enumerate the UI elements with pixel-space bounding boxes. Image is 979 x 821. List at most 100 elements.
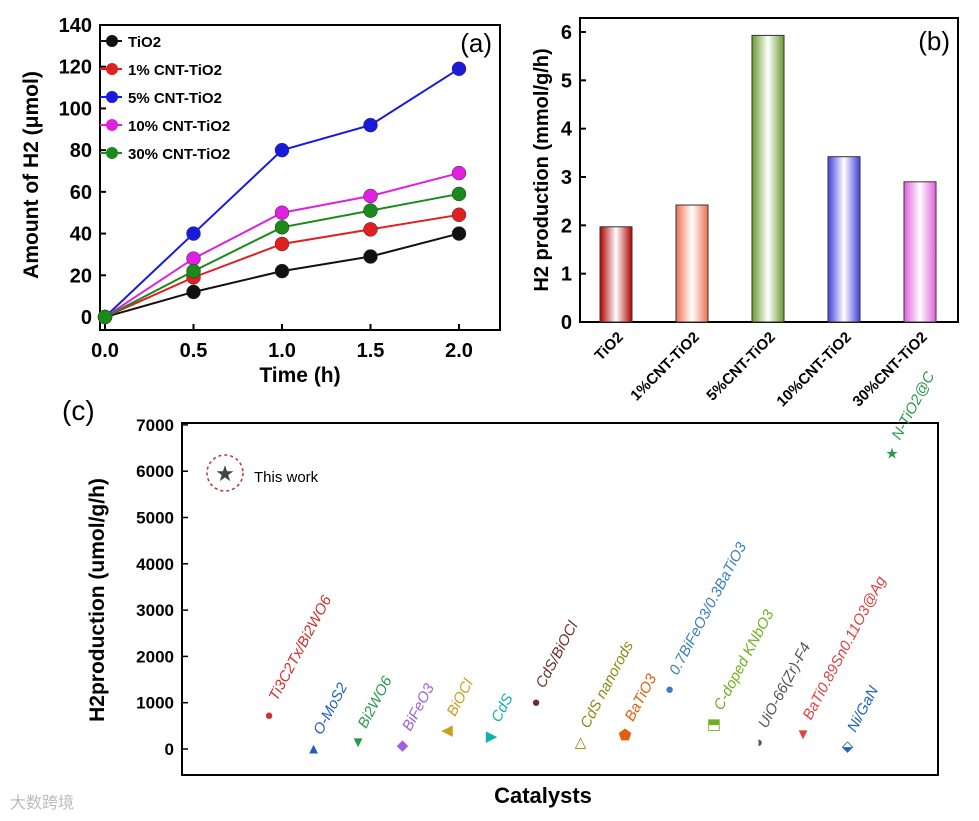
ytick-label-a: 60 xyxy=(70,182,92,204)
data-point xyxy=(274,220,290,235)
ytick-label-c: 7000 xyxy=(136,416,174,435)
legend-label: 1% CNT-TiO2 xyxy=(128,62,222,79)
x-tick-label-b: 10%CNT-TiO2 xyxy=(773,329,854,410)
ytick-label-b: 4 xyxy=(561,119,573,141)
x-tick-label-b: 5%CNT-TiO2 xyxy=(703,329,778,404)
marker-triangle-up: ▲ xyxy=(306,741,321,758)
ytick-label-c: 2000 xyxy=(136,647,174,666)
marker-circle: ● xyxy=(665,681,674,698)
data-point xyxy=(451,186,467,202)
data-point xyxy=(451,61,467,77)
legend-marker xyxy=(106,63,118,75)
y-axis-title-a: Amount of H2 (μmol) xyxy=(20,71,43,279)
xtick-label-a: 1.0 xyxy=(268,340,296,362)
data-point xyxy=(186,251,201,266)
ytick-label-a: 80 xyxy=(70,140,92,162)
marker-pentagon: ⬟ xyxy=(618,727,631,744)
bar xyxy=(599,226,633,323)
catalyst-label: Bi2WO6 xyxy=(355,673,397,731)
data-point xyxy=(451,226,467,241)
catalyst-label: BiOCl xyxy=(444,676,478,719)
data-point xyxy=(274,142,290,158)
marker-circle: ● xyxy=(531,694,540,711)
marker-square-half: ⬒ xyxy=(707,716,721,733)
ytick-label-a: 120 xyxy=(59,57,92,79)
marker-triangle-right: ▶ xyxy=(486,728,498,745)
xtick-label-a: 1.5 xyxy=(357,340,385,362)
bar xyxy=(903,181,937,323)
ytick-label-c: 3000 xyxy=(136,601,174,620)
legend-marker xyxy=(106,91,118,103)
y-axis-title-c: H2production (umol/g/h) xyxy=(86,478,109,722)
data-point xyxy=(274,205,290,220)
data-point xyxy=(451,165,467,181)
ytick-label-a: 40 xyxy=(70,224,92,246)
x-axis-title-a: Time (h) xyxy=(259,364,340,387)
data-point xyxy=(363,117,378,133)
bar xyxy=(675,204,709,323)
data-point xyxy=(274,236,290,252)
ytick-label-c: 1000 xyxy=(136,694,174,713)
plot-frame-c xyxy=(181,422,939,776)
panel-label-c: (c) xyxy=(62,395,95,426)
legend-label: 10% CNT-TiO2 xyxy=(128,118,230,135)
bar xyxy=(751,34,785,323)
marker-star: ★ xyxy=(885,446,898,463)
catalyst-label: O-MoS2 xyxy=(310,680,352,738)
marker-circle-half: ◑ xyxy=(754,734,763,751)
data-point xyxy=(451,207,467,223)
catalyst-label: CdS xyxy=(488,691,517,725)
marker-triangle-up-open: △ xyxy=(575,734,587,751)
data-point xyxy=(186,263,201,279)
ytick-label-b: 0 xyxy=(561,312,572,334)
data-point xyxy=(97,309,113,325)
marker-diamond-half: ⬙ xyxy=(842,738,854,755)
data-point xyxy=(274,263,290,279)
ytick-label-c: 4000 xyxy=(136,555,174,574)
catalyst-label: Ni/GaN xyxy=(844,683,882,735)
catalyst-label: N-TiO2@C xyxy=(889,369,939,443)
marker-triangle-down-half: ▼ xyxy=(796,726,811,743)
catalyst-label: Ti3C2Tx/Bi2WO6 xyxy=(266,592,336,703)
data-point xyxy=(363,203,378,218)
bar xyxy=(827,156,861,323)
catalyst-label: CdS/BiOCl xyxy=(533,618,582,691)
watermark: 大数跨境 xyxy=(10,793,74,812)
ytick-label-b: 3 xyxy=(561,167,572,189)
x-axis-title-c: Catalysts xyxy=(494,783,592,808)
star-icon: ★ xyxy=(215,461,235,486)
data-point xyxy=(186,284,201,300)
ytick-label-a: 0 xyxy=(81,307,92,329)
ytick-label-c: 0 xyxy=(165,740,174,759)
legend-marker xyxy=(106,119,118,131)
plot-frame-a xyxy=(99,24,501,331)
marker-triangle-down: ▼ xyxy=(351,734,366,751)
ytick-label-b: 2 xyxy=(561,215,572,237)
legend-label: TiO2 xyxy=(128,34,161,51)
catalyst-label: BiFeO3 xyxy=(399,680,438,733)
data-point xyxy=(186,226,201,241)
ytick-label-a: 20 xyxy=(70,265,92,287)
ytick-label-c: 6000 xyxy=(136,462,174,481)
panel-label-a: (a) xyxy=(460,28,492,58)
marker-triangle-left: ◀ xyxy=(441,722,453,739)
legend-circle xyxy=(206,454,244,492)
ytick-label-a: 100 xyxy=(59,98,92,120)
y-axis-title-b: H2 production (mmol/g/h) xyxy=(531,48,553,291)
x-tick-label-b: TiO2 xyxy=(591,329,626,364)
legend-label: 5% CNT-TiO2 xyxy=(128,90,222,107)
xtick-label-a: 2.0 xyxy=(445,340,473,362)
marker-circle: ● xyxy=(264,707,273,724)
data-point xyxy=(363,222,378,237)
ytick-label-b: 1 xyxy=(561,264,572,286)
catalyst-label: BaTiO3 xyxy=(622,671,661,724)
marker-diamond: ◆ xyxy=(397,737,409,754)
legend-marker xyxy=(106,35,118,47)
legend-marker xyxy=(106,147,118,159)
data-point xyxy=(363,188,378,204)
ytick-label-c: 5000 xyxy=(136,509,174,528)
legend-label: 30% CNT-TiO2 xyxy=(128,146,230,163)
x-tick-label-b: 1%CNT-TiO2 xyxy=(627,329,702,404)
ytick-label-b: 5 xyxy=(561,70,572,92)
